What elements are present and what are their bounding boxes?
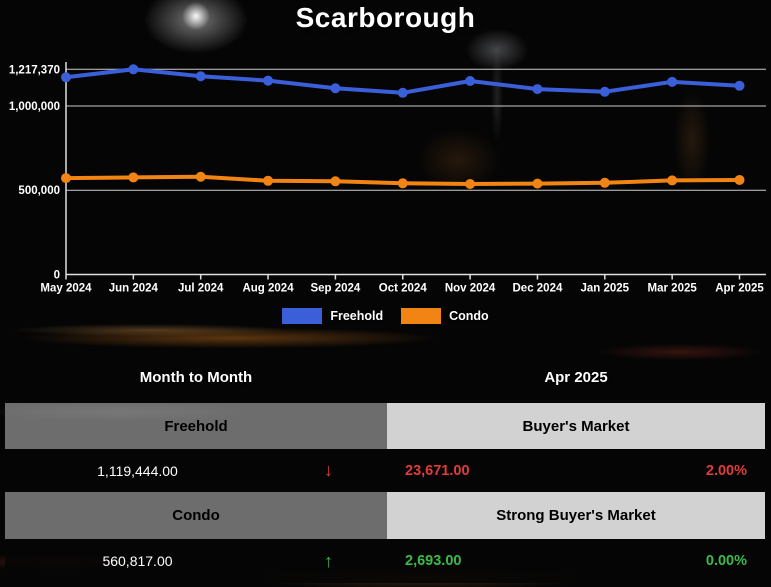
property-type-freehold: Freehold — [5, 403, 387, 449]
market-status-freehold: Buyer's Market — [387, 403, 765, 449]
svg-text:0: 0 — [54, 270, 60, 282]
svg-text:1,217,370: 1,217,370 — [9, 64, 60, 76]
condo-data-row: 560,817.00 ↑ 2,693.00 0.00% — [5, 539, 765, 583]
condo-change-amount: 2,693.00 — [405, 553, 462, 569]
freehold-price-value: 1,119,444.00 — [97, 462, 178, 479]
down-arrow-icon: ↓ — [324, 460, 333, 480]
svg-text:Dec 2024: Dec 2024 — [513, 283, 563, 295]
summary-table: Month to Month Apr 2025 Freehold Buyer's… — [5, 352, 765, 583]
svg-text:Jan 2025: Jan 2025 — [580, 283, 629, 295]
freehold-swatch-icon — [282, 308, 323, 324]
svg-text:500,000: 500,000 — [18, 185, 60, 197]
up-arrow-icon: ↑ — [324, 550, 333, 571]
svg-text:Jul 2024: Jul 2024 — [178, 283, 224, 295]
svg-text:Sep 2024: Sep 2024 — [310, 283, 360, 295]
svg-text:Jun 2024: Jun 2024 — [109, 283, 159, 295]
svg-text:Nov 2024: Nov 2024 — [445, 283, 496, 295]
legend-label-freehold: Freehold — [330, 309, 384, 323]
condo-change-percent: 0.00% — [705, 553, 747, 569]
page-title: Scarborough — [295, 2, 476, 33]
svg-text:Oct 2024: Oct 2024 — [379, 283, 428, 295]
header-month-to-month: Month to Month — [139, 369, 253, 386]
legend-label-condo: Condo — [449, 309, 489, 323]
freehold-change-amount: 23,671.00 — [405, 462, 470, 479]
svg-text:Mar 2025: Mar 2025 — [648, 283, 698, 295]
freehold-label-row: Freehold Buyer's Market — [5, 403, 765, 449]
svg-text:1,000,000: 1,000,000 — [9, 101, 60, 113]
table-header-row: Month to Month Apr 2025 — [5, 352, 765, 403]
svg-text:Aug 2024: Aug 2024 — [242, 283, 294, 295]
chart-legend: Freehold Condo — [0, 306, 771, 326]
svg-text:May 2024: May 2024 — [40, 283, 92, 295]
condo-price-value: 560,817.00 — [102, 553, 173, 569]
property-type-condo: Condo — [5, 492, 387, 539]
legend-item-freehold[interactable]: Freehold — [282, 308, 383, 324]
svg-text:Apr 2025: Apr 2025 — [715, 283, 764, 295]
market-status-condo: Strong Buyer's Market — [387, 492, 765, 539]
legend-item-condo[interactable]: Condo — [401, 308, 489, 324]
header-current-month: Apr 2025 — [544, 369, 608, 386]
freehold-data-row: 1,119,444.00 ↓ 23,671.00 2.00% — [5, 449, 765, 492]
condo-label-row: Condo Strong Buyer's Market — [5, 492, 765, 539]
condo-swatch-icon — [401, 308, 442, 324]
freehold-change-percent: 2.00% — [705, 462, 747, 479]
